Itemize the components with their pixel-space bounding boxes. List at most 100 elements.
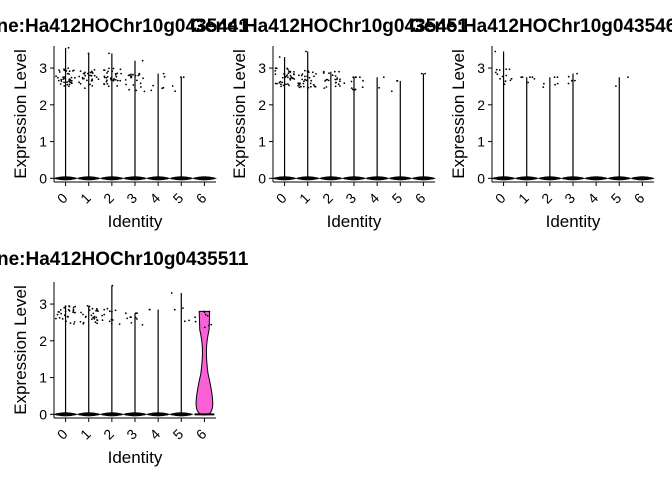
data-point xyxy=(424,72,426,75)
data-point xyxy=(132,84,135,86)
x-tick-label: 3 xyxy=(123,426,140,443)
data-point xyxy=(334,78,337,81)
x-tick-label: 1 xyxy=(296,190,313,207)
data-point xyxy=(286,67,288,70)
x-tick-label: 2 xyxy=(319,190,336,207)
data-point xyxy=(287,76,289,79)
data-point xyxy=(141,324,144,326)
data-point xyxy=(289,74,292,77)
data-point xyxy=(304,75,306,78)
data-point xyxy=(106,75,109,78)
data-point xyxy=(61,318,64,320)
data-point xyxy=(300,85,302,88)
data-point xyxy=(69,322,72,324)
x-tick-label: 1 xyxy=(515,190,532,207)
x-tick-label: 5 xyxy=(170,426,187,443)
data-point xyxy=(313,75,315,78)
data-point xyxy=(312,83,315,86)
data-point xyxy=(304,78,306,81)
data-point xyxy=(281,76,284,79)
data-point xyxy=(62,78,65,80)
data-point xyxy=(163,75,166,78)
y-tick-label: 3 xyxy=(39,296,47,312)
data-point xyxy=(499,77,501,80)
data-point xyxy=(68,85,70,88)
data-point xyxy=(279,80,282,83)
data-point xyxy=(505,74,508,77)
data-point xyxy=(60,80,63,83)
data-point xyxy=(96,322,98,325)
x-tick-label: 0 xyxy=(492,190,509,207)
data-point xyxy=(79,82,82,85)
x-tick-label: 4 xyxy=(146,190,163,207)
data-point xyxy=(334,85,337,88)
data-point xyxy=(86,72,89,75)
data-point xyxy=(125,83,127,86)
data-point xyxy=(91,85,94,87)
data-point xyxy=(130,73,132,76)
data-point xyxy=(275,67,278,70)
data-point xyxy=(80,311,82,314)
panel-title: Gene:Ha412HOChr10g0435511 xyxy=(0,249,249,270)
data-point xyxy=(93,69,96,71)
data-point xyxy=(310,85,312,88)
x-tick-label: 6 xyxy=(193,190,210,207)
data-point xyxy=(74,76,76,79)
y-tick-label: 3 xyxy=(477,60,485,76)
x-tick-label: 2 xyxy=(100,426,117,443)
data-point xyxy=(325,78,328,81)
data-point xyxy=(71,82,73,85)
data-point xyxy=(65,69,68,72)
data-point xyxy=(520,76,523,79)
data-point xyxy=(58,317,61,319)
data-point xyxy=(119,68,122,71)
data-point xyxy=(67,67,70,69)
data-point xyxy=(498,69,501,71)
data-point xyxy=(79,320,82,323)
data-point xyxy=(148,308,151,311)
data-point xyxy=(103,308,106,311)
data-point xyxy=(63,85,66,87)
data-point xyxy=(134,316,137,319)
data-point xyxy=(508,68,511,71)
data-point xyxy=(333,70,336,73)
data-point xyxy=(501,75,504,78)
data-point xyxy=(95,307,98,310)
data-point xyxy=(352,88,354,91)
data-point xyxy=(82,72,85,75)
data-point xyxy=(113,78,115,80)
data-point xyxy=(210,323,213,326)
data-point xyxy=(130,75,133,78)
data-point xyxy=(327,79,330,82)
data-point xyxy=(57,79,60,82)
data-point xyxy=(337,83,340,86)
data-point xyxy=(309,82,312,85)
data-point xyxy=(283,72,285,75)
y-tick-label: 3 xyxy=(39,60,47,76)
data-point xyxy=(68,305,71,308)
y-axis-label: Expression Level xyxy=(230,49,249,178)
x-axis-label: Identity xyxy=(108,212,163,231)
data-point xyxy=(128,88,131,91)
data-point xyxy=(68,310,71,312)
data-point xyxy=(287,83,289,85)
x-tick-label: 5 xyxy=(608,190,625,207)
data-point xyxy=(112,79,115,82)
data-point xyxy=(276,82,278,85)
data-point xyxy=(58,69,60,72)
data-point xyxy=(74,305,77,308)
data-point xyxy=(194,316,197,319)
data-point xyxy=(78,75,81,78)
data-point xyxy=(120,72,122,75)
data-point xyxy=(101,319,104,322)
data-point xyxy=(106,79,108,82)
data-point xyxy=(86,79,88,82)
data-point xyxy=(64,305,67,307)
data-point xyxy=(142,77,145,80)
data-point xyxy=(274,70,277,72)
x-tick-label: 1 xyxy=(77,190,94,207)
